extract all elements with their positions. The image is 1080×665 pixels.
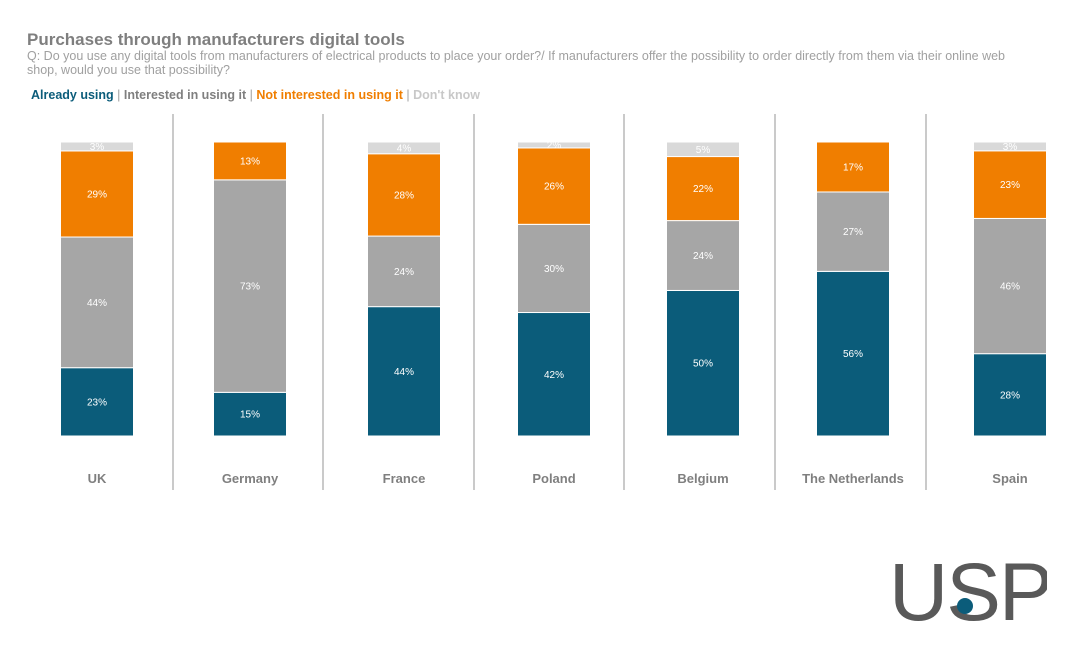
legend-not-interested: Not interested in using it <box>256 88 403 102</box>
data-label: 15% <box>240 410 260 421</box>
bar-segment <box>517 312 591 437</box>
bar-segment <box>517 223 591 314</box>
category-label: The Netherlands <box>802 471 904 486</box>
bar-segment <box>60 367 134 437</box>
category-label: UK <box>88 471 107 486</box>
legend-interested: Interested in using it <box>123 88 247 102</box>
bar-segment <box>973 353 1047 437</box>
bar-segment <box>666 141 740 158</box>
legend-dont-know: Don't know <box>413 88 480 102</box>
page-title: Purchases through manufacturers digital … <box>27 30 405 49</box>
data-label: 27% <box>843 227 863 238</box>
bar-segment <box>816 270 890 437</box>
data-label: 13% <box>240 156 260 167</box>
usp-logo-text: USP <box>889 548 1047 638</box>
data-label: 22% <box>693 184 713 195</box>
usp-logo: USP <box>889 548 1047 638</box>
data-label: 56% <box>843 349 863 360</box>
bar-segment <box>666 156 740 222</box>
data-label: 23% <box>1000 180 1020 191</box>
data-label: 42% <box>544 370 564 381</box>
data-label: 30% <box>544 264 564 275</box>
bar-segment <box>213 391 287 437</box>
data-label: 5% <box>696 145 711 156</box>
legend-separator: | <box>249 88 257 102</box>
bar-segment <box>816 191 890 272</box>
bar-segment <box>213 179 287 393</box>
legend-separator: | <box>406 88 414 102</box>
category-label: Belgium <box>677 471 728 486</box>
data-label: 50% <box>693 359 713 370</box>
data-label: 24% <box>693 251 713 262</box>
bar-segment <box>213 141 287 181</box>
data-label: 4% <box>397 143 412 154</box>
data-label: 44% <box>394 367 414 378</box>
legend-already-using: Already using <box>31 88 114 102</box>
data-label: 3% <box>1003 142 1018 153</box>
bar-segment <box>973 141 1047 152</box>
logo-dot <box>957 598 973 614</box>
bar-segment <box>367 235 441 308</box>
data-label: 28% <box>394 190 414 201</box>
bar-segment <box>816 141 890 193</box>
legend: Already using | Interested in using it |… <box>31 88 480 102</box>
data-label: 26% <box>544 182 564 193</box>
data-label: 24% <box>394 267 414 278</box>
bar-segment <box>60 141 134 152</box>
data-label: 29% <box>87 189 107 200</box>
category-label: Germany <box>222 471 279 486</box>
data-label: 23% <box>87 397 107 408</box>
data-label: 17% <box>843 162 863 173</box>
category-label: France <box>383 471 426 486</box>
survey-question: Q: Do you use any digital tools from man… <box>27 49 1005 77</box>
bar-segment <box>666 220 740 291</box>
data-label: 28% <box>1000 390 1020 401</box>
data-label: 2% <box>547 140 562 151</box>
data-label: 73% <box>240 282 260 293</box>
bar-segment <box>367 306 441 437</box>
bar-segment <box>367 153 441 237</box>
category-label: Poland <box>532 471 575 486</box>
category-label: Spain <box>992 471 1027 486</box>
data-label: 46% <box>1000 282 1020 293</box>
data-label: 3% <box>90 142 105 153</box>
bar-segment <box>367 141 441 155</box>
bar-segment <box>973 217 1047 355</box>
data-label: 44% <box>87 298 107 309</box>
bar-segment <box>666 289 740 437</box>
legend-separator: | <box>117 88 124 102</box>
bar-segment <box>517 141 591 149</box>
bar-segment <box>60 150 134 238</box>
bar-segment <box>60 236 134 369</box>
